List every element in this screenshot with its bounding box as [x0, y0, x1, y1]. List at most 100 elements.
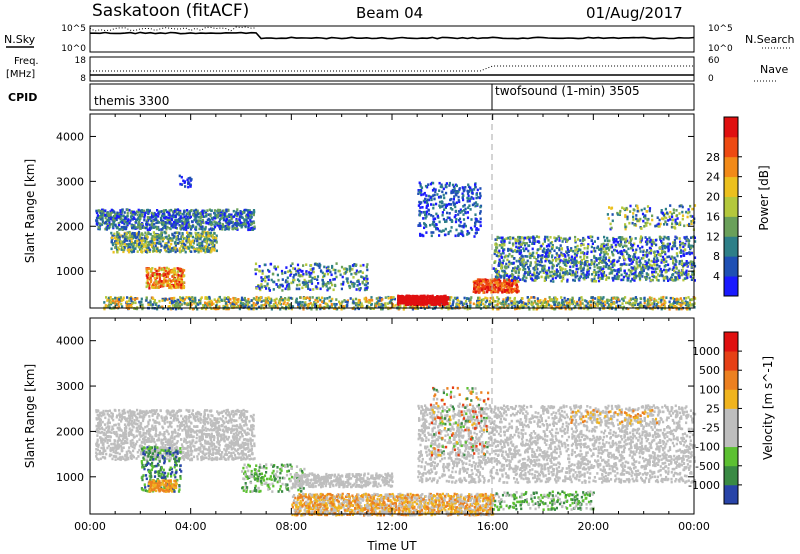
power-echo: [655, 305, 658, 308]
power-echo: [433, 193, 436, 197]
power-echo: [352, 298, 355, 302]
power-echo: [499, 279, 502, 283]
power-echo: [187, 233, 190, 237]
power-echo: [513, 302, 516, 305]
power-echo: [477, 196, 480, 199]
power-echo: [116, 250, 119, 254]
power-echo: [392, 305, 395, 308]
power-echo: [196, 209, 199, 213]
power-echo: [152, 249, 155, 252]
power-echo: [504, 300, 507, 304]
power-echo: [164, 280, 167, 284]
power-echo: [552, 300, 555, 304]
power-echo: [202, 304, 205, 307]
power-echo: [633, 303, 636, 306]
power-echo: [155, 276, 159, 280]
power-echo: [457, 190, 460, 193]
power-echo: [497, 278, 500, 281]
power-echo: [225, 224, 228, 228]
power-echo: [274, 304, 277, 308]
power-echo: [286, 302, 289, 305]
power-echo: [498, 264, 501, 267]
noise-left-top-tick: 10^5: [61, 24, 86, 34]
power-echo: [124, 216, 127, 220]
power-echo: [194, 226, 197, 230]
power-echo: [226, 215, 229, 218]
power-echo: [510, 301, 513, 305]
power-echo: [432, 203, 435, 207]
power-echo: [213, 224, 216, 227]
power-echo: [285, 306, 288, 309]
power-echo: [149, 280, 153, 284]
power-echo: [340, 287, 343, 291]
power-echo: [182, 299, 185, 303]
power-echo: [297, 305, 300, 309]
power-echo: [484, 281, 487, 284]
power-echo: [559, 304, 562, 307]
power-echo: [167, 240, 170, 244]
cpid-label: CPID: [8, 91, 37, 104]
power-echo: [519, 251, 523, 254]
power-echo: [425, 215, 428, 218]
power-echo: [566, 298, 569, 301]
power-echo: [243, 302, 246, 306]
power-echo: [219, 214, 222, 217]
power-echo: [170, 217, 173, 221]
power-echo: [449, 207, 452, 210]
power-echo: [156, 209, 159, 212]
power-echo: [391, 297, 394, 301]
power-echo: [164, 248, 167, 252]
power-echo: [414, 307, 417, 310]
power-echo: [142, 239, 145, 242]
power-echo: [106, 222, 109, 226]
power-echo: [637, 274, 640, 278]
power-echo: [199, 234, 202, 237]
power-echo: [145, 296, 148, 300]
power-echo: [620, 306, 623, 309]
power-echo: [663, 301, 666, 305]
power-echo: [219, 217, 222, 220]
power-echo: [462, 198, 465, 202]
power-echo: [421, 299, 424, 303]
power-echo: [207, 234, 210, 238]
power-echo: [420, 190, 423, 193]
power-echo: [198, 300, 201, 304]
power-echo: [173, 210, 176, 213]
power-echo: [178, 280, 181, 284]
power-echo: [130, 233, 133, 236]
power-echo: [154, 225, 158, 229]
power-echo: [182, 246, 185, 249]
power-echo: [178, 223, 181, 227]
power-echo: [406, 296, 409, 299]
power-echo: [565, 264, 568, 267]
power-echo: [599, 296, 602, 299]
power-echo: [458, 187, 461, 190]
power-echo: [173, 225, 176, 229]
power-echo: [432, 206, 435, 210]
power-echo: [622, 297, 625, 300]
power-echo: [323, 272, 326, 276]
power-echo: [679, 297, 682, 300]
power-echo: [264, 296, 267, 300]
power-echo: [471, 191, 474, 195]
power-echo: [166, 221, 169, 225]
power-echo: [281, 289, 284, 292]
power-echo: [164, 269, 167, 273]
power-echo: [482, 305, 486, 309]
power-echo: [685, 260, 688, 263]
power-echo: [114, 223, 117, 227]
power-echo: [502, 304, 505, 308]
power-echo: [195, 215, 198, 219]
power-echo: [266, 284, 269, 287]
power-echo: [327, 305, 330, 308]
power-echo: [667, 248, 670, 251]
power-echo: [358, 283, 361, 286]
power-echo: [212, 244, 216, 248]
power-echo: [220, 216, 224, 220]
power-echo: [182, 240, 185, 243]
power-echo: [179, 211, 182, 215]
power-echo: [478, 287, 481, 291]
power-echo: [191, 239, 194, 242]
power-echo: [181, 272, 184, 275]
power-echo: [419, 224, 422, 227]
